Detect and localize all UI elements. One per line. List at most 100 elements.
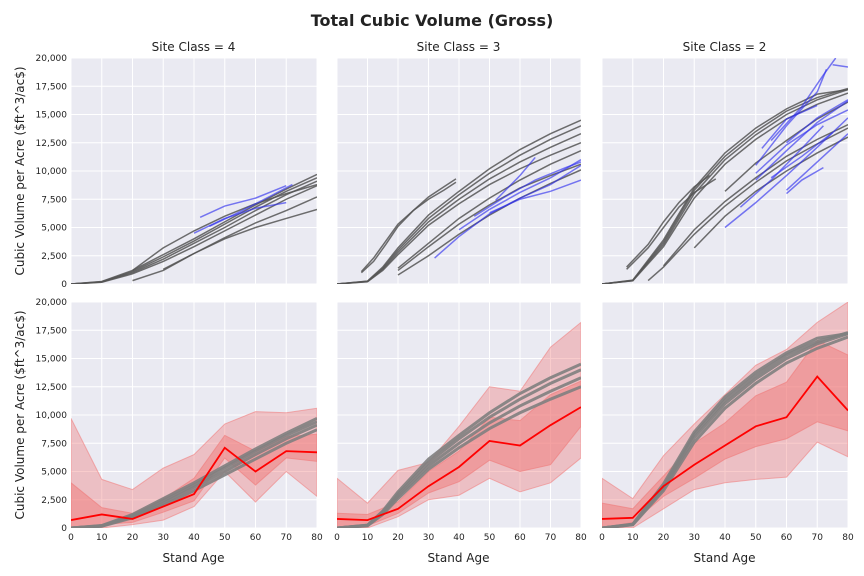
y-tick-label: 17,500 [36,326,68,336]
series-line-blue [770,131,834,179]
series-line-gray [397,163,581,272]
series-line-gray [337,119,581,284]
series-line-blue [495,156,536,201]
x-tick-label: 50 [750,533,762,543]
series-line-gray [360,178,457,274]
x-tick-label: 40 [453,533,465,543]
series-line-blue [755,69,828,166]
median-line [602,375,848,520]
x-tick-label: 60 [250,533,262,543]
xlabel-3: Stand Age [694,551,756,565]
x-tick-label: 50 [219,533,231,543]
x-tick-label: 80 [311,533,323,543]
plot-marks [602,302,848,528]
x-tick-label: 0 [68,533,74,543]
panel-bottom-1: 0 2,500 5,000 7,500 10,000 12,500 15,000 17,500… [36,298,323,543]
series-line-blue [489,179,581,214]
x-tick-label: 20 [392,533,404,543]
series-line-gray [647,127,848,282]
reference-line [71,417,317,528]
panel-top-3 [601,57,849,285]
x-tick-label: 40 [719,533,731,543]
panel-top-2 [336,57,582,285]
plot-marks [602,58,848,284]
plot-marks [71,173,317,284]
y-tick-label: 2,500 [41,496,67,506]
y-tick-label: 2,500 [41,252,67,262]
plot-marks [337,321,581,528]
series-line-gray [162,196,317,270]
y-tick-label: 7,500 [41,195,67,205]
reference-line [602,332,848,528]
outer-band [71,407,317,528]
x-tick-label: 0 [599,533,605,543]
ylabel-top: Cubic Volume per Acre ($ft^3/ac$) [13,66,27,275]
ylabel-bottom: Cubic Volume per Acre ($ft^3/ac$) [13,310,27,519]
series-line-blue [199,184,287,219]
figure-title: Total Cubic Volume (Gross) [311,11,554,30]
series-line-gray [626,178,717,270]
series-line-blue [755,109,848,174]
series-line-gray [132,208,317,282]
panel-bottom-2: 0 10 20 30 40 50 60 70 80 [334,301,587,543]
x-tick-label: 70 [812,533,824,543]
y-tick-label: 12,500 [36,139,68,149]
x-tick-label: 10 [362,533,374,543]
series-line-gray [693,136,848,249]
series-line-blue [755,100,848,181]
y-tick-label: 0 [61,280,67,290]
x-tick-label: 60 [514,533,526,543]
panel-bottom-3: 0 10 20 30 40 50 60 70 80 [599,301,854,543]
series-line-gray [71,173,317,284]
x-tick-label: 20 [658,533,670,543]
y-tick-label: 17,500 [36,82,68,92]
y-tick-label: 0 [61,524,67,534]
x-tick-label: 10 [627,533,639,543]
y-tick-label: 12,500 [36,383,68,393]
series-line-blue [786,99,848,144]
plot-marks [337,119,581,284]
median-line [337,406,581,521]
series-line-blue [770,58,837,141]
plot-marks [71,407,317,528]
series-line-gray [132,183,317,272]
y-tick-label: 10,000 [36,167,68,177]
x-tick-label: 70 [545,533,557,543]
subplot-title-1: Site Class = 4 [152,40,236,54]
series-line-blue [739,125,824,208]
series-line-blue [473,161,581,217]
subplot-title-3: Site Class = 2 [683,40,767,54]
median-line [71,446,317,521]
series-line-gray [397,169,581,276]
subplot-title-2: Site Class = 3 [417,40,501,54]
series-line-gray [724,101,848,192]
series-line-gray [360,181,457,273]
y-tick-label: 10,000 [36,411,68,421]
series-line-gray [626,174,711,268]
y-tick-label: 20,000 [36,298,68,308]
series-line-blue [832,64,848,68]
series-line-blue [761,104,818,149]
x-tick-label: 60 [781,533,793,543]
x-tick-label: 70 [281,533,293,543]
x-tick-label: 30 [158,533,170,543]
y-tick-label: 20,000 [36,54,68,64]
x-tick-label: 10 [96,533,108,543]
x-tick-label: 80 [575,533,587,543]
y-tick-label: 5,000 [41,224,67,234]
series-line-gray [397,149,581,269]
x-tick-label: 30 [689,533,701,543]
xlabel-2: Stand Age [428,551,490,565]
y-tick-label: 15,000 [36,111,68,121]
series-line-blue [458,159,581,231]
x-tick-label: 20 [127,533,139,543]
y-tick-label: 15,000 [36,355,68,365]
xlabel-1: Stand Age [163,551,225,565]
y-tick-label: 5,000 [41,468,67,478]
inner-band [337,380,581,528]
series-line-blue [209,183,293,228]
x-tick-label: 50 [484,533,496,543]
series-line-blue [785,133,848,191]
x-tick-label: 80 [842,533,854,543]
